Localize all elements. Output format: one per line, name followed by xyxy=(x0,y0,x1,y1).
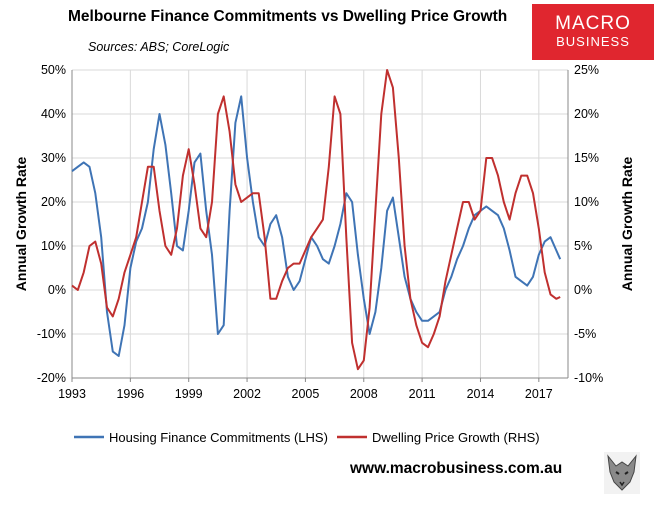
series-line-housing-finance xyxy=(71,95,562,357)
logo-line-2: BUSINESS xyxy=(556,34,630,49)
x-tick-label: 2005 xyxy=(292,387,320,401)
y-tick-label-left: 0% xyxy=(48,283,66,297)
series-line-dwelling-price xyxy=(71,69,561,371)
x-tick-label: 2017 xyxy=(525,387,553,401)
legend-item-dwelling-price-label: Dwelling Price Growth (RHS) xyxy=(372,430,540,445)
legend: Housing Finance Commitments (LHS) Dwellin… xyxy=(74,430,540,445)
y-tick-label-left: 50% xyxy=(41,63,66,77)
x-tick-label: 1999 xyxy=(175,387,203,401)
x-tick-label: 1993 xyxy=(58,387,86,401)
y-tick-label-left: 40% xyxy=(41,107,66,121)
y-tick-label-left: -10% xyxy=(37,327,66,341)
y-tick-label-left: -20% xyxy=(37,371,66,385)
logo-line-1: MACRO xyxy=(555,13,631,34)
chart-sources: Sources: ABS; CoreLogic xyxy=(88,40,230,54)
y-tick-label-right: 25% xyxy=(574,63,599,77)
website-url: www.macrobusiness.com.au xyxy=(350,460,563,477)
y-tick-label-right: 20% xyxy=(574,107,599,121)
legend-item-housing-finance-label: Housing Finance Commitments (LHS) xyxy=(109,430,328,445)
x-tick-label: 2014 xyxy=(467,387,495,401)
axes xyxy=(71,70,569,382)
y-axis-title-right: Annual Growth Rate xyxy=(619,157,635,292)
y-tick-label-left: 30% xyxy=(41,151,66,165)
x-tick-label: 2008 xyxy=(350,387,378,401)
y-tick-label-right: 0% xyxy=(574,283,592,297)
wolf-icon xyxy=(604,452,640,494)
chart-title: Melbourne Finance Commitments vs Dwellin… xyxy=(68,8,508,25)
macrobusiness-logo: MACRO BUSINESS xyxy=(532,4,654,60)
y-tick-label-left: 10% xyxy=(41,239,66,253)
y-tick-label-right: 10% xyxy=(574,195,599,209)
y-tick-label-right: -5% xyxy=(574,327,596,341)
y-tick-label-right: 15% xyxy=(574,151,599,165)
axis-labels: -20% -10% -10% -5% 0% 0% 10% 5% 20% 10% 30% 15% 40% 2… xyxy=(13,63,635,401)
x-tick-label: 2011 xyxy=(409,387,436,401)
x-tick-label: 1996 xyxy=(116,387,144,401)
y-tick-label-left: 20% xyxy=(41,195,66,209)
x-tick-label: 2002 xyxy=(233,387,261,401)
y-tick-label-right: -10% xyxy=(574,371,603,385)
series-lines xyxy=(71,69,562,371)
y-tick-label-right: 5% xyxy=(574,239,592,253)
y-axis-title-left: Annual Growth Rate xyxy=(13,157,29,292)
